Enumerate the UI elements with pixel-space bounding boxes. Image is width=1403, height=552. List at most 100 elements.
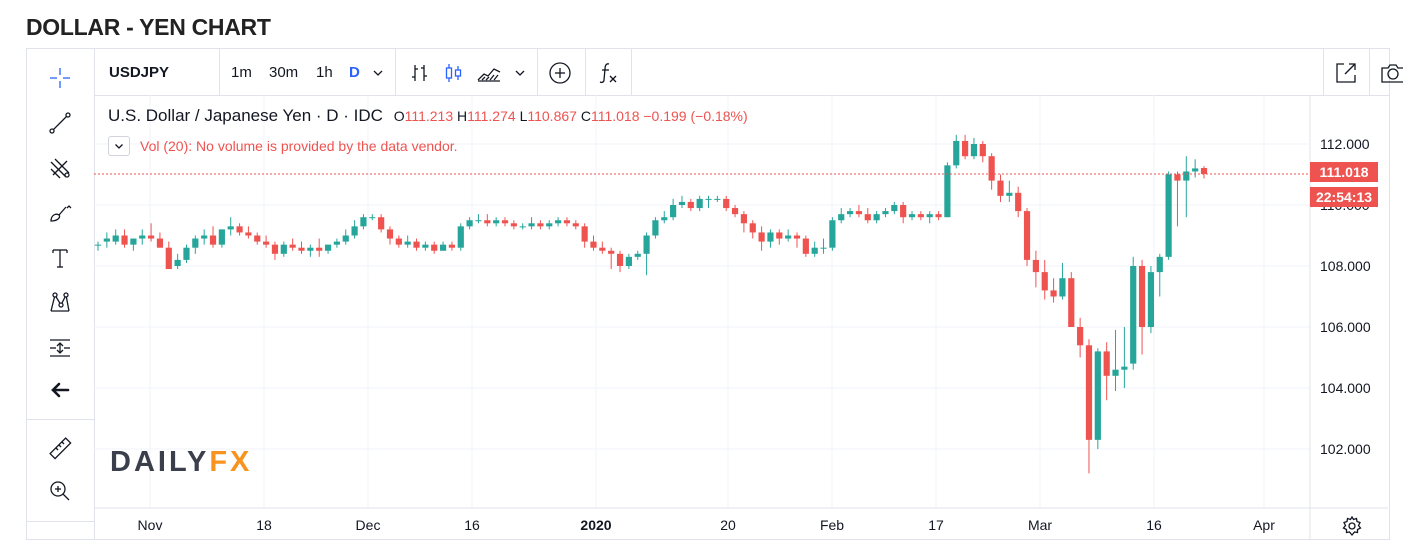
candle xyxy=(855,205,863,218)
candle xyxy=(457,223,464,251)
trend-line-icon xyxy=(49,112,71,134)
candle xyxy=(333,238,340,248)
page-title: DOLLAR - YEN CHART xyxy=(26,14,271,40)
candle xyxy=(926,211,933,224)
indicators-button[interactable] xyxy=(595,49,621,96)
x-tick-label: 16 xyxy=(464,517,480,533)
candle xyxy=(1183,156,1190,218)
trend-line-button[interactable] xyxy=(39,104,81,142)
chart-widget: USDJPY 1m 30m 1h D xyxy=(26,48,1403,540)
fullscreen-icon xyxy=(1336,62,1356,83)
time-axis[interactable]: Nov 18 Dec 16 2020 20 Feb 17 Mar 16 Apr xyxy=(138,517,1276,533)
grid-lines xyxy=(94,95,1310,508)
candle xyxy=(608,247,615,270)
measure-button[interactable] xyxy=(39,329,81,367)
candle xyxy=(448,241,456,251)
candle xyxy=(652,217,659,239)
candle xyxy=(484,214,491,227)
candle xyxy=(687,198,694,212)
candle xyxy=(970,137,978,160)
y-tick-label: 104.000 xyxy=(1320,380,1371,396)
candle xyxy=(714,195,721,202)
candle xyxy=(935,211,942,221)
ruler-button[interactable] xyxy=(39,429,81,467)
brush-button[interactable] xyxy=(39,194,81,232)
candle xyxy=(917,211,924,221)
legend-open-label: O xyxy=(393,108,405,124)
candle xyxy=(130,238,137,251)
candle xyxy=(1059,262,1066,300)
zoom-in-button[interactable] xyxy=(39,472,81,510)
candle xyxy=(749,220,756,239)
x-tick-label: Feb xyxy=(820,517,844,533)
candle xyxy=(554,217,562,227)
candle xyxy=(147,223,155,242)
x-tick-label: Nov xyxy=(138,517,163,533)
price-chart[interactable]: 102.000104.000106.000108.000110.000112.0… xyxy=(94,95,1388,540)
candle xyxy=(581,223,588,248)
candle xyxy=(165,241,172,270)
candle xyxy=(882,208,889,218)
candle xyxy=(271,241,279,260)
y-tick-label: 108.000 xyxy=(1320,258,1371,274)
area-style-button[interactable] xyxy=(475,49,503,96)
crosshair-button[interactable] xyxy=(39,59,81,97)
candle xyxy=(112,229,119,245)
candle xyxy=(802,235,809,257)
legend-ohlc: O111.213 H111.274 L110.867 C111.018 −0.1… xyxy=(394,108,748,124)
symbol-search-button[interactable]: USDJPY xyxy=(109,64,170,81)
chart-style-dropdown[interactable] xyxy=(513,49,527,96)
candle xyxy=(1041,259,1048,300)
gear-icon xyxy=(1342,515,1362,537)
candle xyxy=(351,220,358,239)
interval-1m[interactable]: 1m xyxy=(231,64,252,81)
bars-style-button[interactable] xyxy=(407,49,431,96)
candle xyxy=(413,238,420,251)
candle xyxy=(227,217,234,236)
candle xyxy=(342,229,349,245)
candle xyxy=(1156,253,1163,297)
snapshot-button[interactable] xyxy=(1379,49,1403,96)
price-axis[interactable]: 102.000104.000106.000108.000110.000112.0… xyxy=(1320,136,1371,457)
area-icon xyxy=(477,67,501,82)
left-toolbar xyxy=(27,49,95,539)
y-tick-label: 112.000 xyxy=(1320,136,1370,152)
legend-high-label: H xyxy=(457,108,468,124)
candle xyxy=(625,253,632,270)
candle xyxy=(670,198,677,221)
candle xyxy=(254,232,261,245)
candle xyxy=(528,217,535,230)
candle xyxy=(838,208,845,224)
candle xyxy=(183,244,190,263)
pattern-button[interactable] xyxy=(39,284,81,322)
fullscreen-button[interactable] xyxy=(1333,49,1359,96)
candle xyxy=(723,195,730,212)
chart-settings-button[interactable] xyxy=(1340,514,1364,538)
volume-toggle-button[interactable] xyxy=(108,136,130,156)
candle xyxy=(546,220,553,230)
interval-1h[interactable]: 1h xyxy=(316,64,333,81)
candle xyxy=(572,220,579,230)
candle xyxy=(218,229,225,248)
candle xyxy=(873,211,880,224)
candle xyxy=(519,223,526,230)
candle xyxy=(369,214,376,221)
candle xyxy=(439,241,447,251)
legend-open: 111.213 xyxy=(404,108,454,124)
interval-dropdown[interactable] xyxy=(371,49,385,96)
candle xyxy=(378,214,385,233)
add-indicator-button[interactable] xyxy=(547,49,573,96)
interval-30m[interactable]: 30m xyxy=(269,64,299,81)
candle xyxy=(997,174,1004,202)
candles-style-button[interactable] xyxy=(441,49,465,96)
text-tool-button[interactable] xyxy=(39,239,81,277)
interval-d[interactable]: D xyxy=(349,64,360,81)
back-button[interactable] xyxy=(39,371,81,409)
candle xyxy=(820,238,827,254)
candle xyxy=(1006,180,1013,202)
candle xyxy=(829,217,836,251)
y-tick-label: 106.000 xyxy=(1320,319,1371,335)
pitchfork-button[interactable] xyxy=(39,149,81,187)
candle xyxy=(758,226,765,251)
candle xyxy=(94,241,102,251)
